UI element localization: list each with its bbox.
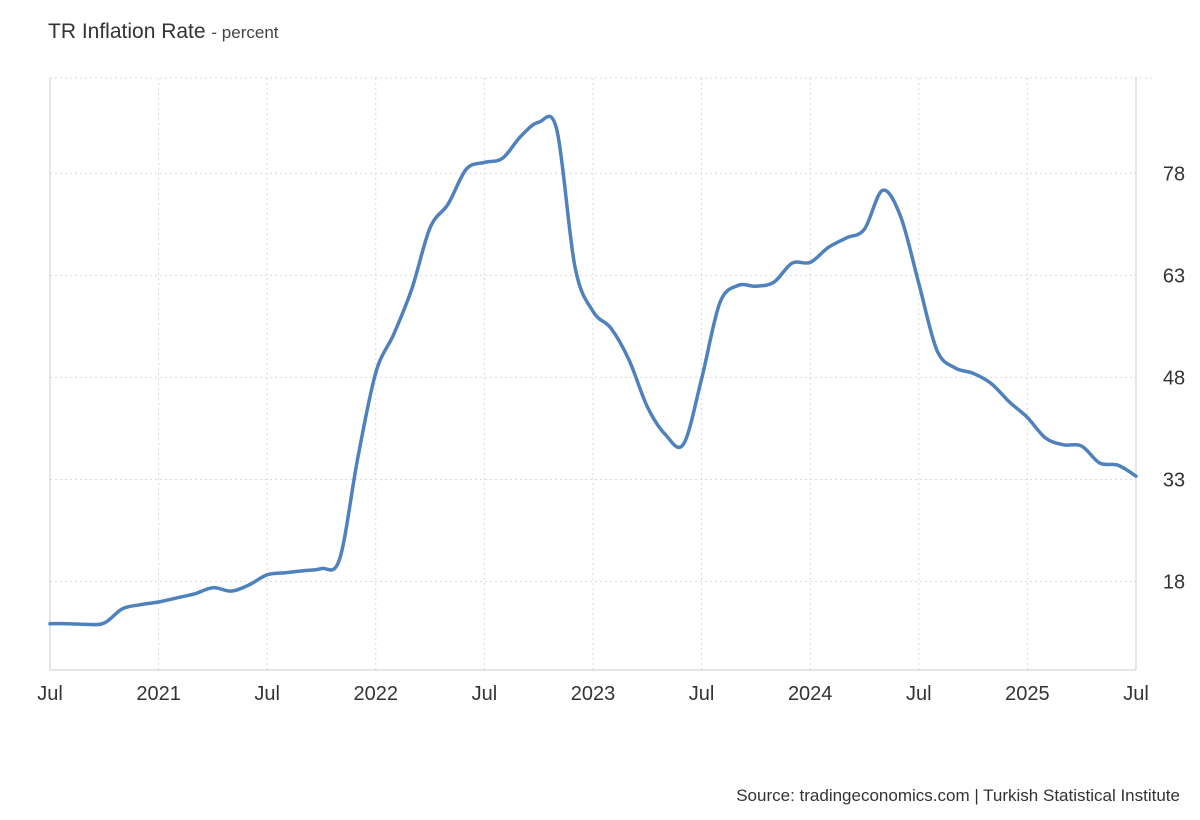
x-tick-label: Jul bbox=[906, 683, 932, 705]
series-line bbox=[48, 114, 1138, 627]
chart-title: TR Inflation Rate - percent bbox=[48, 20, 279, 44]
y-tick-label: 33 bbox=[1163, 469, 1185, 491]
x-tick-label: Jul bbox=[254, 683, 280, 705]
y-tick-label: 78 bbox=[1163, 163, 1185, 185]
y-tick-label: 48 bbox=[1163, 367, 1185, 389]
label-layer: 18 33 48 63 78 Jul 2021 Jul 2022 Jul 2023 Jul 2024 Ju… bbox=[37, 163, 1185, 705]
x-tick-label: Jul bbox=[689, 683, 715, 705]
x-tick-label: Jul bbox=[1123, 683, 1149, 705]
series-layer bbox=[48, 114, 1138, 627]
x-tick-label: 2024 bbox=[788, 683, 833, 705]
x-tick-label: Jul bbox=[37, 683, 63, 705]
chart-title-text: TR Inflation Rate bbox=[48, 20, 206, 43]
chart-source: Source: tradingeconomics.com | Turkish S… bbox=[736, 786, 1180, 805]
x-tick-label: 2025 bbox=[1005, 683, 1050, 705]
x-tick-label: 2022 bbox=[354, 683, 399, 705]
x-tick-label: 2021 bbox=[136, 683, 181, 705]
x-tick-label: 2023 bbox=[571, 683, 616, 705]
x-tick-label: Jul bbox=[472, 683, 498, 705]
y-tick-label: 63 bbox=[1163, 265, 1185, 287]
axis-layer bbox=[49, 78, 1137, 671]
chart-unit-label: - percent bbox=[211, 23, 279, 42]
y-tick-label: 18 bbox=[1163, 572, 1185, 594]
grid-layer bbox=[50, 77, 1154, 670]
